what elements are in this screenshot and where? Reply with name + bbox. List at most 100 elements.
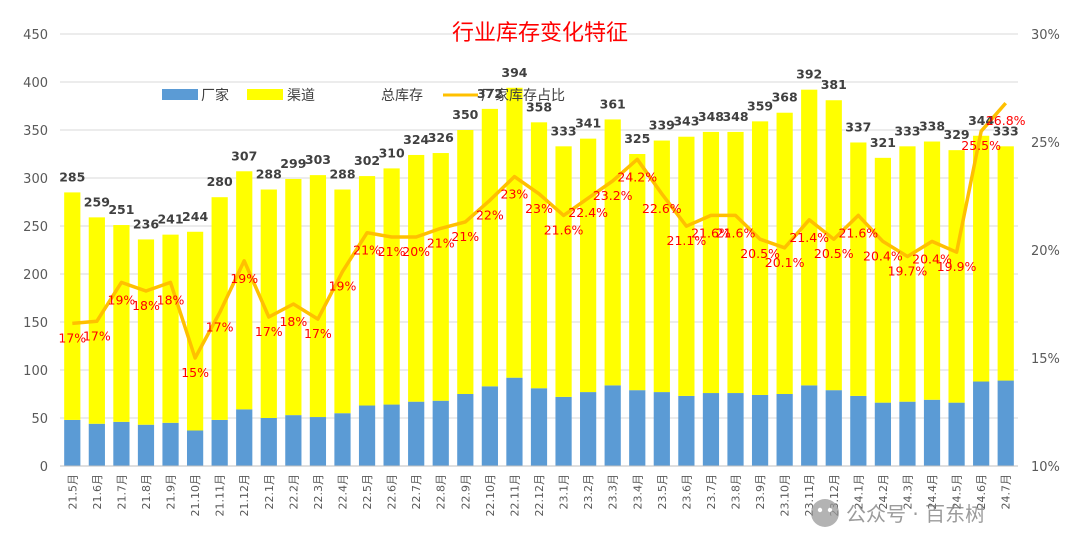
bar-channel [727, 131, 744, 394]
bar-channel [137, 239, 155, 425]
bar-factory [629, 390, 646, 466]
bar-channel [899, 146, 916, 402]
y-left-tick-label: 250 [23, 220, 48, 235]
total-label: 333 [993, 123, 1019, 138]
x-tick-label: 22.3月 [312, 474, 325, 510]
x-tick-label: 21.10月 [189, 474, 202, 517]
bar-factory [457, 394, 474, 466]
y-left-tick-label: 300 [23, 172, 48, 187]
ratio-point-label: 20.5% [740, 246, 780, 261]
x-tick-label: 24.2月 [877, 474, 890, 510]
total-label: 329 [944, 127, 970, 142]
total-label: 368 [772, 90, 798, 105]
x-tick-label: 22.5月 [361, 474, 374, 510]
total-label: 341 [575, 116, 601, 131]
total-label: 241 [157, 212, 183, 227]
bar-channel [285, 178, 302, 416]
x-tick-label: 23.4月 [631, 474, 644, 510]
ratio-point-label: 21.6% [838, 225, 878, 240]
ratio-point-label: 19.9% [937, 259, 977, 274]
ratio-point-label: 22% [476, 207, 504, 222]
total-label: 392 [796, 67, 822, 82]
y-left-tick-label: 350 [23, 124, 48, 139]
bar-factory [997, 380, 1014, 466]
x-tick-label: 23.10月 [779, 474, 792, 517]
bar-factory [137, 424, 155, 466]
ratio-point-label: 20.1% [765, 255, 805, 270]
x-tick-label: 21.7月 [115, 474, 128, 510]
ratio-point-label: 22.4% [568, 205, 608, 220]
bar-channel [457, 130, 474, 394]
total-label: 285 [59, 169, 85, 184]
bar-channel [973, 135, 990, 382]
ratio-point-label: 18% [279, 314, 307, 329]
ratio-point-label: 23% [501, 187, 529, 202]
ratio-point-label: 19% [230, 271, 258, 286]
total-label: 333 [551, 123, 577, 138]
bar-factory [383, 404, 400, 466]
bar-factory [309, 417, 327, 466]
bar-channel [948, 150, 965, 403]
bar-channel [629, 154, 646, 391]
total-label: 344 [968, 113, 994, 128]
bar-channel [923, 141, 941, 400]
ratio-point-label: 17% [58, 330, 86, 345]
bar-channel [653, 140, 670, 393]
total-label: 338 [919, 119, 945, 134]
total-label: 310 [379, 145, 405, 160]
total-label: 381 [821, 77, 847, 92]
total-label: 251 [108, 202, 134, 217]
bar-channel [530, 122, 548, 389]
y-left-tick-label: 50 [31, 412, 48, 427]
ratio-point-label: 23.2% [593, 188, 633, 203]
ratio-point-label: 21.1% [667, 233, 707, 248]
bar-channel [751, 121, 769, 395]
total-label: 358 [526, 99, 552, 114]
bar-channel [850, 142, 867, 396]
bar-channel [481, 108, 498, 387]
x-tick-label: 24.7月 [1000, 474, 1013, 510]
ratio-point-label: 21.6% [716, 225, 756, 240]
bar-channel [702, 131, 720, 394]
legend-label-total: 总库存 [381, 88, 423, 104]
x-tick-label: 23.3月 [607, 474, 620, 510]
bar-channel [776, 112, 793, 394]
total-label: 302 [354, 153, 380, 168]
total-label: 343 [673, 114, 699, 129]
legend: 厂家 渠道 总库存 厂家库存占比 [162, 87, 565, 104]
ratio-point-label: 18% [132, 298, 160, 313]
bar-factory [678, 395, 695, 466]
total-label: 339 [649, 118, 675, 133]
bar-factory [334, 413, 351, 466]
y-left-tick-label: 400 [23, 76, 48, 91]
ratio-point-label: 17% [83, 328, 111, 343]
bar-factory [211, 419, 228, 466]
bar-channel [580, 138, 597, 393]
ratio-point-label: 20% [402, 244, 430, 259]
ratio-point-label: 22.6% [642, 201, 682, 216]
x-tick-label: 22.2月 [287, 474, 300, 510]
x-tick-label: 24.3月 [901, 474, 914, 510]
x-tick-label: 22.10月 [484, 474, 497, 516]
y-right-tick-label: 15% [1031, 352, 1060, 367]
x-tick-label: 23.7月 [705, 474, 718, 510]
x-tick-label: 24.1月 [852, 474, 865, 510]
chart-title: 行业库存变化特征 [452, 21, 628, 46]
total-label: 326 [428, 130, 454, 145]
bar-factory [751, 394, 769, 466]
bar-channel [997, 146, 1014, 381]
bar-factory [236, 409, 253, 466]
ratio-point-label: 21.6% [691, 225, 731, 240]
x-tick-label: 21.12月 [238, 474, 251, 517]
total-label: 288 [256, 167, 282, 182]
bar-channel [162, 234, 179, 423]
x-tick-label: 23.5月 [656, 474, 669, 510]
bar-factory [776, 394, 793, 466]
bar-channel [408, 154, 425, 402]
bar-factory [88, 423, 105, 466]
ratio-point-label: 21.4% [789, 230, 829, 245]
wechat-icon [811, 499, 839, 527]
bar-factory [358, 405, 376, 466]
ratio-point-label: 15% [181, 365, 209, 380]
bar-channel [825, 100, 842, 391]
